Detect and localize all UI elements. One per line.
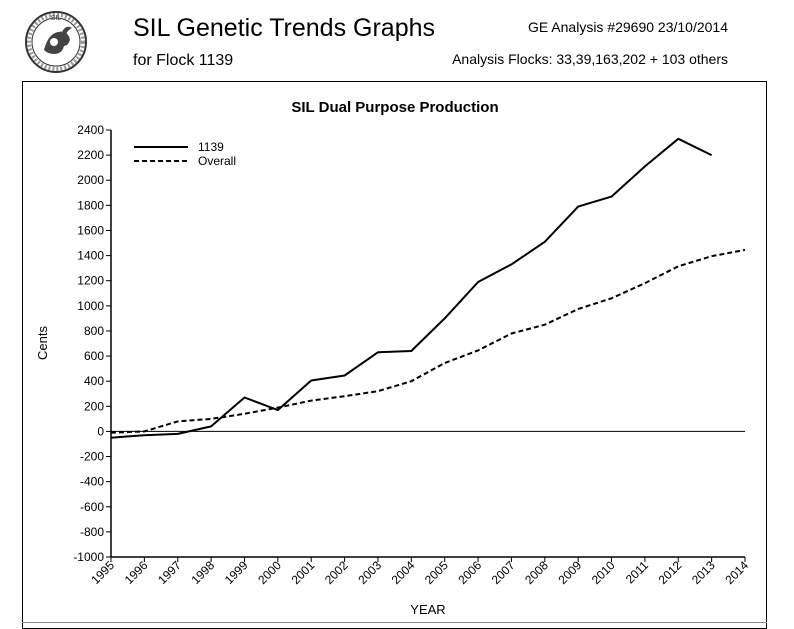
y-tick-label: 2200 — [77, 148, 104, 162]
x-tick-label: 2003 — [355, 558, 384, 587]
x-tick-label: 2007 — [489, 558, 518, 587]
y-tick-label: -200 — [80, 450, 104, 464]
x-tick-label: 2001 — [289, 558, 318, 587]
x-tick-label: 1997 — [155, 558, 184, 587]
y-tick-label: -400 — [80, 475, 104, 489]
page-title: SIL Genetic Trends Graphs — [133, 14, 436, 42]
sil-logo-icon: SIL — [25, 11, 87, 73]
x-axis-label: YEAR — [410, 602, 445, 617]
x-tick-label: 2005 — [422, 558, 451, 587]
y-tick-label: 1600 — [77, 223, 104, 237]
legend-label: 1139 — [198, 140, 224, 154]
y-tick-label: 2400 — [77, 123, 104, 137]
page-subtitle: for Flock 1139 — [133, 52, 234, 69]
y-tick-label: 800 — [84, 324, 104, 338]
legend-label: Overall — [198, 154, 236, 168]
x-tick-label: 2009 — [555, 558, 584, 587]
x-tick-label: 2000 — [255, 558, 284, 587]
y-tick-label: 600 — [84, 349, 104, 363]
chart-title: SIL Dual Purpose Production — [291, 99, 498, 116]
x-tick-label: 2006 — [455, 558, 484, 587]
x-tick-label: 2012 — [656, 558, 685, 587]
bottom-divider — [22, 622, 767, 623]
series-line-overall — [110, 248, 746, 434]
x-tick-label: 1999 — [222, 558, 251, 587]
x-tick-label: 1998 — [188, 558, 217, 587]
x-tick-label: 2008 — [522, 558, 551, 587]
x-tick-label: 2002 — [322, 558, 351, 587]
y-tick-label: 1000 — [77, 299, 104, 313]
x-tick-label: 2013 — [689, 558, 718, 587]
x-tick-label: 2011 — [623, 558, 651, 586]
x-tick-label: 2010 — [589, 558, 618, 587]
series-line-flock-1139 — [110, 137, 713, 439]
y-tick-label: 2000 — [77, 173, 104, 187]
y-tick-label: -1000 — [73, 550, 104, 564]
x-tick-label: 2004 — [389, 558, 418, 587]
y-tick-label: 200 — [84, 399, 104, 413]
x-tick-label: 2014 — [722, 558, 751, 587]
y-tick-label: 1800 — [77, 198, 104, 212]
y-tick-label: 400 — [84, 374, 104, 388]
y-axis-label: Cents — [35, 326, 50, 360]
y-tick-label: 1400 — [77, 249, 104, 263]
y-tick-label: 0 — [97, 424, 104, 438]
y-tick-label: -600 — [80, 500, 104, 514]
x-tick-label: 1996 — [122, 558, 151, 587]
svg-text:SIL: SIL — [51, 15, 62, 22]
analysis-flocks: Analysis Flocks: 33,39,163,202 + 103 oth… — [452, 51, 728, 67]
analysis-id: GE Analysis #29690 23/10/2014 — [527, 19, 728, 35]
y-tick-label: 1200 — [77, 274, 104, 288]
y-tick-label: -800 — [80, 525, 104, 539]
